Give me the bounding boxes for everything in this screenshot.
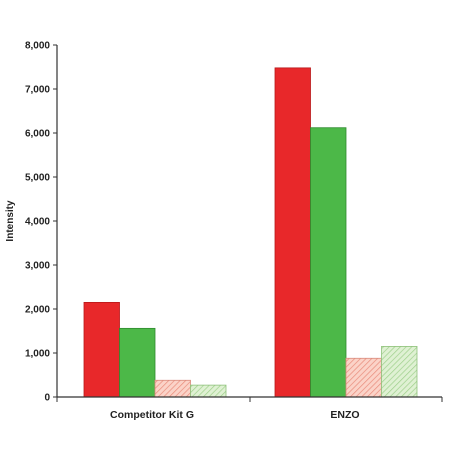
y-tick-label: 7,000 [25,85,50,96]
y-tick-label: 1,000 [25,349,50,360]
y-tick-label: 3,000 [25,261,50,272]
y-tick-label: 6,000 [25,129,50,140]
y-axis-ticks: 0 1,000 2,000 3,000 4,000 5,000 6,000 7,000 8,00… [25,41,57,404]
bar-competitor-kit-g-series-1 [83,301,120,398]
bar-enzo-series-3 [345,357,382,398]
bar-enzo-series-1 [274,67,311,398]
x-category-label: ENZO [330,409,359,421]
bar-enzo-series-2 [310,127,347,398]
x-axis-categories: Competitor Kit G ENZO [56,397,443,421]
y-tick-label: 5,000 [25,173,50,184]
y-tick-label: 0 [44,393,50,404]
y-tick-label: 8,000 [25,41,50,52]
y-tick-label: 4,000 [25,217,50,228]
y-axis-title: Intensity [5,200,16,242]
bars [83,67,418,398]
bar-enzo-series-4 [381,345,418,398]
bar-competitor-kit-g-series-4 [190,384,227,398]
bar-competitor-kit-g-series-3 [154,379,191,398]
bar-competitor-kit-g-series-2 [119,327,156,398]
x-category-label: Competitor Kit G [110,409,194,421]
y-tick-label: 2,000 [25,305,50,316]
